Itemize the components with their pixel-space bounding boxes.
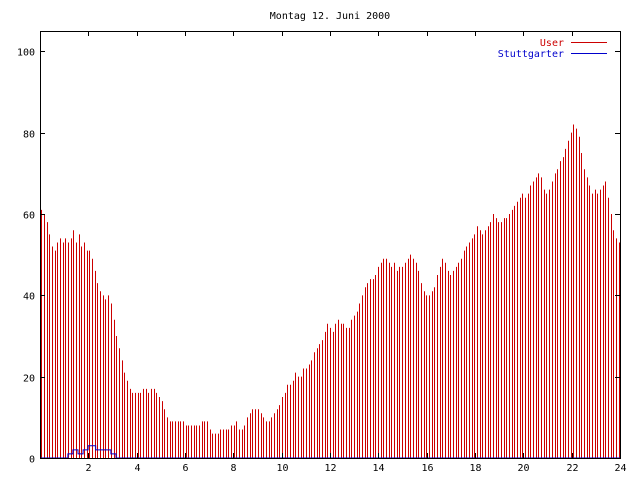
user-bars [41, 124, 620, 458]
y-tick-label: 100 [17, 48, 35, 59]
x-tick-label: 12 [324, 463, 336, 474]
x-tick-label: 8 [230, 463, 236, 474]
x-tick-label: 24 [614, 463, 626, 474]
chart-title: Montag 12. Juni 2000 [270, 11, 390, 22]
y-tick-label: 0 [29, 455, 35, 466]
x-tick-label: 2 [85, 463, 91, 474]
y-tick-label: 20 [23, 374, 35, 385]
x-tick-label: 18 [469, 463, 481, 474]
legend-label-user: User [540, 38, 564, 49]
x-tick-label: 6 [182, 463, 188, 474]
x-tick-label: 20 [517, 463, 529, 474]
x-tick-label: 10 [276, 463, 288, 474]
x-tick-label: 22 [566, 463, 578, 474]
x-tick-label: 4 [134, 463, 140, 474]
y-tick-label: 60 [23, 211, 35, 222]
y-tick-label: 80 [23, 130, 35, 141]
x-tick-label: 16 [421, 463, 433, 474]
y-tick-label: 40 [23, 292, 35, 303]
legend-label-stuttgarter: Stuttgarter [498, 49, 564, 60]
x-tick-label: 14 [372, 463, 384, 474]
